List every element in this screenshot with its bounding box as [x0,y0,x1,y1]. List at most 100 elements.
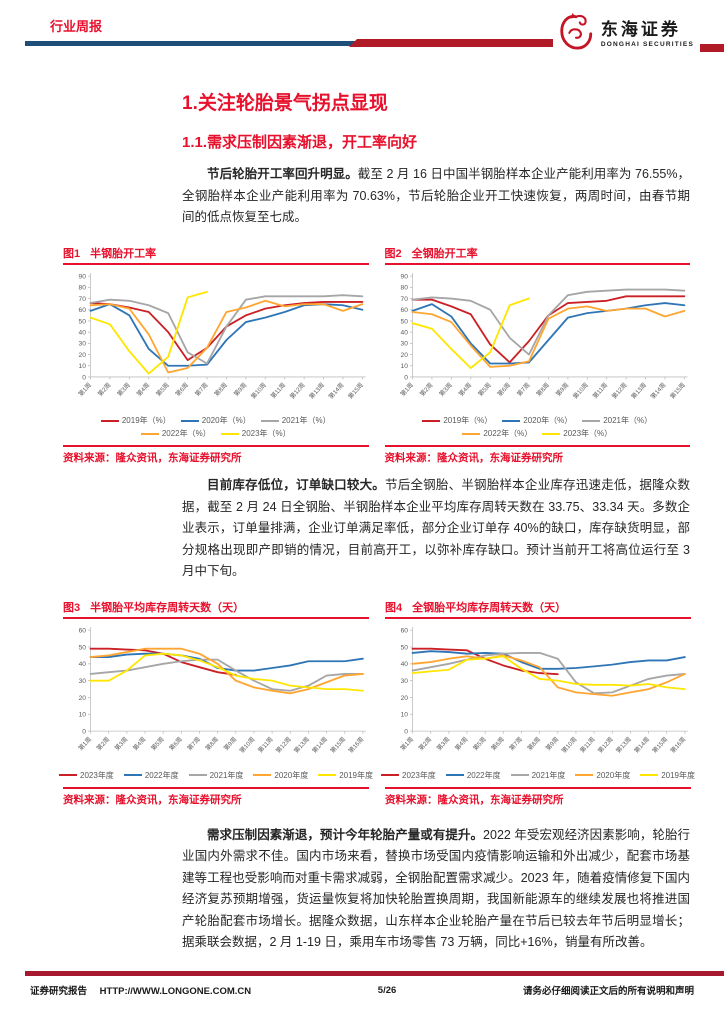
legend-swatch [575,774,594,777]
svg-text:第4周: 第4周 [456,381,472,398]
figure-title: 全钢胎平均库存周转天数（天） [412,601,567,614]
legend-item: 2021年（%） [582,415,652,426]
legend-item: 2021年度 [188,770,244,781]
legend-label: 2021年度 [209,770,244,780]
svg-text:90: 90 [79,273,87,280]
legend-swatch [59,774,78,777]
svg-text:80: 80 [79,284,87,291]
paragraph-lead-bold: 需求压制因素渐退，预计今年轮胎产量或有提升。 [207,827,484,842]
legend-item: 2020年度 [575,770,630,781]
chart-legend: 2019年（%） 2020年（%） 2021年（%） 2022年（%） 2023年（%） [63,415,369,439]
legend-item: 2019年度 [640,770,695,781]
svg-text:第2周: 第2周 [418,381,434,398]
legend-label: 2022年（%） [483,429,533,439]
header-rule-blue [25,41,355,46]
legend-item: 2020年度 [253,770,308,781]
svg-text:第7周: 第7周 [508,735,524,752]
legend-swatch [502,419,521,422]
svg-text:第15周: 第15周 [329,735,348,754]
svg-text:70: 70 [79,295,87,302]
svg-text:20: 20 [79,694,87,701]
svg-text:第12周: 第12周 [596,735,615,754]
legend-swatch [582,419,601,422]
footer-page-number: 5/26 [377,984,397,996]
dragon-logo-icon [560,12,593,50]
svg-text:第13周: 第13周 [307,381,326,400]
svg-text:40: 40 [401,661,409,668]
svg-text:第4周: 第4周 [131,735,147,752]
svg-text:第1周: 第1周 [398,381,414,398]
legend-item: 2023年（%） [220,428,291,439]
svg-text:第2周: 第2周 [95,735,111,752]
svg-text:80: 80 [400,284,408,291]
chart-legend: 2023年度 2022年度 2021年度 2020年度 2019年度 [381,770,695,781]
legend-label: 2019年（%） [443,416,493,426]
legend-item: 2021年度 [510,770,566,781]
figure-number: 图1 [63,247,81,260]
svg-text:第6周: 第6周 [495,381,511,398]
svg-text:10: 10 [400,363,408,370]
paragraph-text: 截至 2 月 16 日中国半钢胎样本企业产能利用率为 76.55%，全钢胎样本企… [182,167,690,224]
svg-text:第5周: 第5周 [154,381,170,398]
legend-swatch [188,774,207,777]
legend-swatch [381,774,400,777]
svg-text:70: 70 [400,295,408,302]
svg-text:40: 40 [400,329,408,336]
svg-text:第1周: 第1周 [77,381,93,398]
source-note: 资料来源：隆众资讯，东海证券研究所 [63,445,369,465]
legend-label: 2023年度 [402,770,436,780]
svg-text:第12周: 第12周 [609,381,628,400]
svg-text:第10周: 第10周 [560,735,579,754]
legend-item: 2022年（%） [462,428,532,439]
legend-swatch [180,419,199,422]
paragraph-lead-bold: 节后轮胎开工率回升明显。 [207,167,358,181]
legend-label: 2020年（%） [523,416,573,426]
svg-text:第7周: 第7周 [193,381,209,398]
svg-text:第3周: 第3周 [437,381,453,398]
legend-label: 2023年（%） [241,429,291,439]
svg-text:第11周: 第11周 [590,381,608,400]
svg-text:50: 50 [79,644,87,651]
figure-title: 半钢胎平均库存周转天数（天） [90,601,245,614]
svg-text:0: 0 [404,728,408,735]
svg-text:第1周: 第1周 [77,735,93,752]
svg-text:第13周: 第13周 [629,381,648,400]
svg-text:第9周: 第9周 [232,381,248,398]
figure-caption: 图1 半钢胎开工率 [63,245,369,265]
svg-text:第11周: 第11周 [578,735,596,754]
legend-swatch [542,432,561,435]
svg-text:第9周: 第9周 [553,381,569,398]
svg-text:10: 10 [79,711,87,718]
svg-text:50: 50 [401,644,409,651]
svg-text:90: 90 [400,273,408,280]
svg-text:第14周: 第14周 [632,735,651,754]
legend-label: 2021年度 [531,770,566,780]
svg-text:第3周: 第3周 [115,381,131,398]
legend-label: 2023年（%） [563,429,613,439]
svg-text:第16周: 第16周 [347,735,366,754]
svg-text:第8周: 第8周 [526,735,542,752]
svg-text:第9周: 第9周 [222,735,238,752]
footer-report-type: 证券研究报告 HTTP://WWW.LONGONE.COM.CN [30,983,251,997]
svg-text:60: 60 [400,307,408,314]
figure-title: 全钢胎开工率 [411,247,478,260]
footer-url-link[interactable]: HTTP://WWW.LONGONE.COM.CN [99,986,252,997]
figure-number: 图2 [384,247,402,260]
legend-item: 2022年（%） [140,428,211,439]
paragraph-lead-bold: 目前库存低位，订单缺口较大。 [207,478,386,493]
doc-type-label: 行业周报 [50,19,103,34]
figure-number: 图4 [385,601,403,614]
svg-text:第12周: 第12周 [274,735,293,754]
subsection-title: 1.1.需求压制因素渐退，开工率向好 [182,134,418,151]
legend-label: 2019年（%） [121,416,171,426]
legend-label: 2022年度 [144,770,179,780]
svg-text:第10周: 第10周 [249,381,268,400]
svg-text:第2周: 第2周 [96,381,112,398]
line-chart-semi-steel-operating-rate: 0 10 20 30 40 50 60 70 80 90 第1周 第2周 第3周 第4周 第5周 第6周 第7周… [77,272,366,400]
figure-row-operating-rate: 图1 半钢胎开工率 0 10 20 30 40 50 60 70 80 90 第1周 第2周 第3周 第4… [63,245,690,466]
header-rule-red-end [700,44,724,52]
svg-text:第5周: 第5周 [149,735,165,752]
line-chart-full-steel-inventory-days: 0 10 20 30 40 50 60 第1周 第2周 第3周 第4周 第5周 第6周 第7周 第8周 第9周… [399,626,688,754]
svg-text:第12周: 第12周 [288,381,307,400]
figure-caption: 图3 半钢胎平均库存周转天数（天） [63,599,369,619]
